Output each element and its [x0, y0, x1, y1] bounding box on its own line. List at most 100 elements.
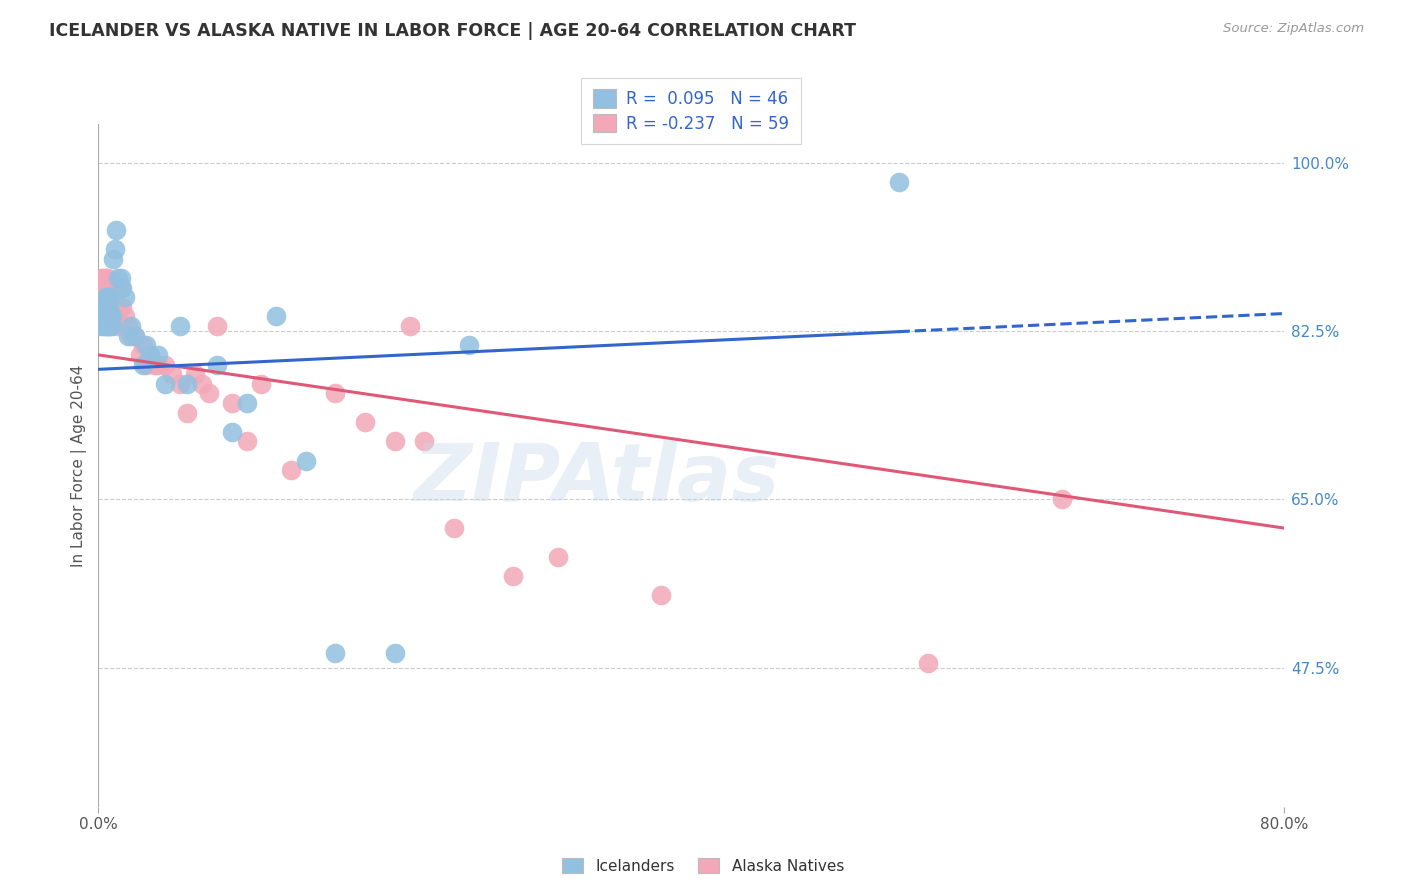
Point — [96, 280, 118, 294]
Point — [100, 290, 122, 304]
Point — [98, 290, 121, 304]
Point — [325, 646, 347, 660]
Point — [139, 348, 162, 362]
Point — [205, 319, 228, 334]
Point — [139, 348, 162, 362]
Point — [325, 386, 347, 401]
Point — [176, 376, 198, 391]
Point — [143, 358, 166, 372]
Point — [153, 376, 176, 391]
Point — [105, 223, 128, 237]
Point — [124, 328, 146, 343]
Point — [264, 310, 287, 324]
Point — [93, 310, 115, 324]
Point — [111, 280, 134, 294]
Point — [96, 271, 118, 285]
Point — [221, 396, 243, 410]
Point — [90, 319, 112, 334]
Y-axis label: In Labor Force | Age 20-64: In Labor Force | Age 20-64 — [72, 364, 87, 566]
Point — [295, 453, 318, 467]
Point — [110, 271, 132, 285]
Legend: Icelanders, Alaska Natives: Icelanders, Alaska Natives — [555, 852, 851, 880]
Point — [169, 376, 191, 391]
Point — [98, 319, 121, 334]
Point — [120, 328, 142, 343]
Point — [198, 386, 221, 401]
Point — [413, 434, 436, 449]
Point — [96, 319, 118, 334]
Point — [104, 242, 127, 256]
Point — [110, 280, 132, 294]
Point — [91, 310, 114, 324]
Text: Source: ZipAtlas.com: Source: ZipAtlas.com — [1223, 22, 1364, 36]
Point — [101, 310, 124, 324]
Point — [94, 319, 117, 334]
Point — [96, 290, 118, 304]
Point — [101, 252, 124, 266]
Point — [93, 319, 115, 334]
Point — [98, 310, 121, 324]
Point — [128, 348, 150, 362]
Point — [176, 406, 198, 420]
Point — [887, 175, 910, 189]
Point — [97, 290, 120, 304]
Point — [235, 396, 257, 410]
Point — [114, 310, 136, 324]
Point — [250, 376, 273, 391]
Point — [235, 434, 257, 449]
Point — [107, 319, 129, 334]
Point — [153, 358, 176, 372]
Point — [98, 280, 121, 294]
Point — [146, 358, 169, 372]
Point — [97, 290, 120, 304]
Point — [135, 358, 157, 372]
Point — [111, 300, 134, 314]
Point — [146, 348, 169, 362]
Point — [162, 367, 184, 381]
Point — [384, 646, 406, 660]
Point — [90, 310, 112, 324]
Point — [354, 415, 377, 429]
Point — [650, 588, 672, 602]
Point — [117, 319, 139, 334]
Point — [107, 271, 129, 285]
Point — [100, 319, 122, 334]
Point — [114, 290, 136, 304]
Point — [96, 300, 118, 314]
Point — [169, 319, 191, 334]
Point — [191, 376, 214, 391]
Point — [93, 290, 115, 304]
Legend: R =  0.095   N = 46, R = -0.237   N = 59: R = 0.095 N = 46, R = -0.237 N = 59 — [581, 78, 801, 145]
Point — [97, 300, 120, 314]
Point — [280, 463, 302, 477]
Point — [91, 300, 114, 314]
Text: ICELANDER VS ALASKA NATIVE IN LABOR FORCE | AGE 20-64 CORRELATION CHART: ICELANDER VS ALASKA NATIVE IN LABOR FORC… — [49, 22, 856, 40]
Point — [105, 310, 128, 324]
Point — [132, 338, 155, 352]
Point — [502, 569, 524, 583]
Point — [101, 300, 124, 314]
Point — [94, 290, 117, 304]
Point — [917, 656, 939, 670]
Point — [96, 290, 118, 304]
Point — [443, 521, 465, 535]
Point — [94, 310, 117, 324]
Point — [124, 328, 146, 343]
Point — [120, 319, 142, 334]
Point — [93, 280, 115, 294]
Point — [183, 367, 205, 381]
Point — [547, 549, 569, 564]
Point — [457, 338, 479, 352]
Point — [108, 300, 131, 314]
Point — [91, 271, 114, 285]
Point — [100, 300, 122, 314]
Point — [91, 310, 114, 324]
Point — [97, 319, 120, 334]
Point — [132, 358, 155, 372]
Point — [94, 271, 117, 285]
Point — [97, 300, 120, 314]
Point — [1050, 492, 1073, 507]
Point — [91, 290, 114, 304]
Point — [90, 271, 112, 285]
Point — [100, 310, 122, 324]
